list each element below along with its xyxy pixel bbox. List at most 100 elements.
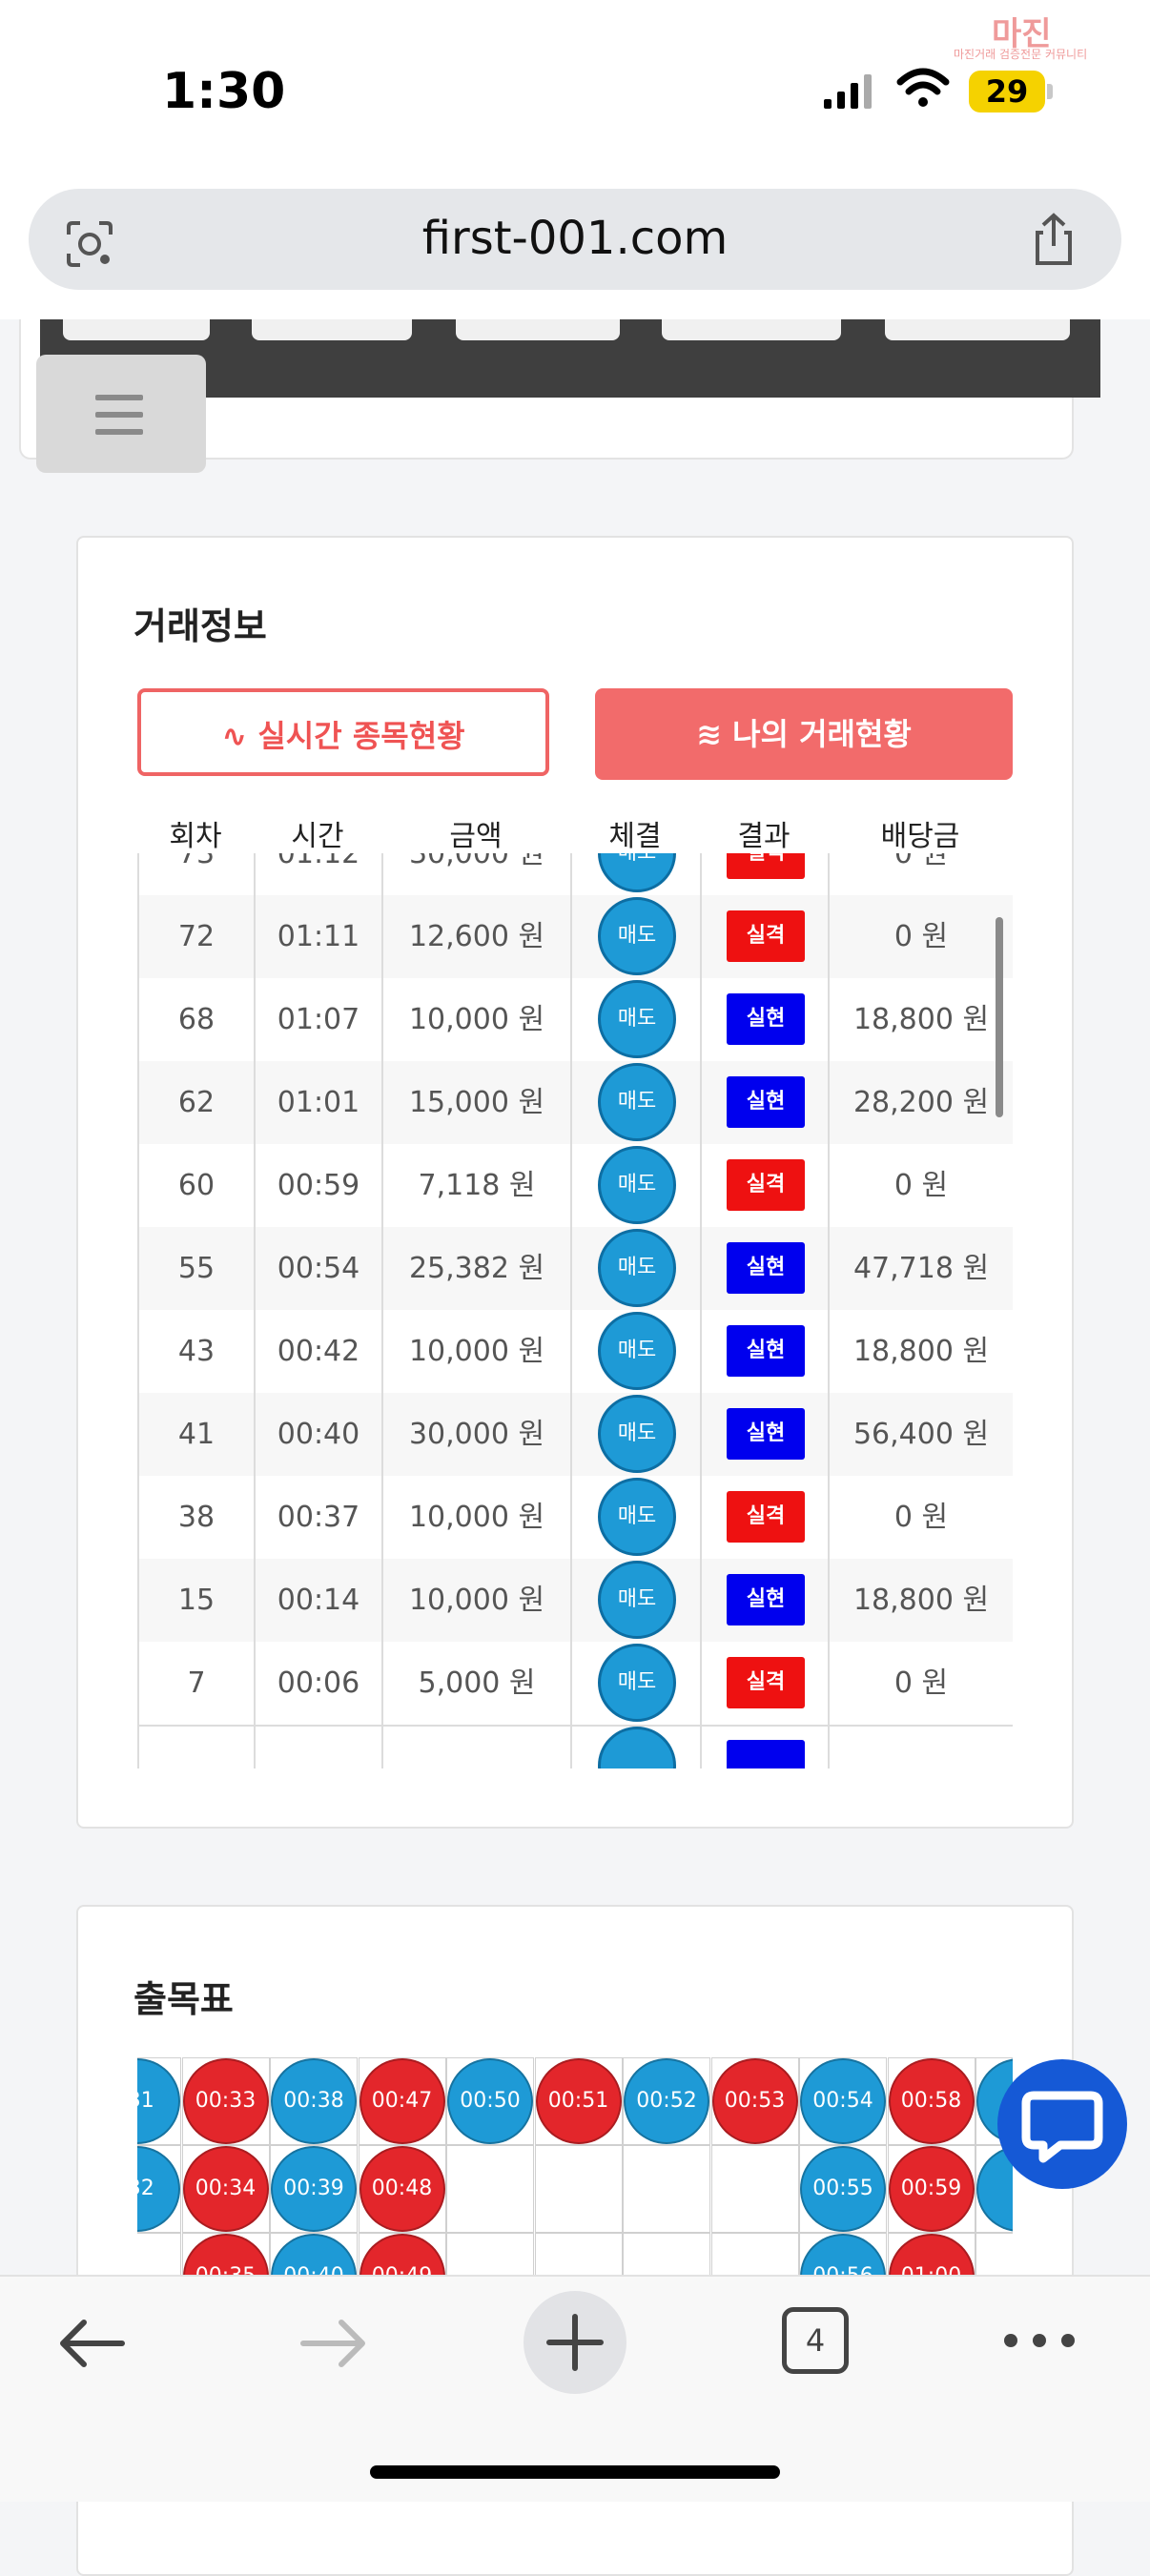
battery-indicator: 29 — [969, 71, 1045, 112]
banner-tab-2[interactable] — [252, 319, 412, 340]
result-cell — [700, 1725, 828, 1768]
new-tab-icon[interactable] — [523, 2290, 627, 2395]
payout-cell: 28,200 원 — [828, 1061, 1013, 1144]
chat-button[interactable] — [997, 2059, 1127, 2189]
banner-tab-1[interactable] — [63, 319, 210, 340]
result-badge: 실현 — [727, 1242, 805, 1294]
time-cell: 00:06 — [254, 1642, 381, 1725]
red-bead: 00:53 — [711, 2058, 798, 2144]
trade-cell: 매도 — [570, 1144, 700, 1227]
banner-tab-3[interactable] — [456, 319, 620, 340]
blue-bead: 00:52 — [624, 2058, 709, 2144]
table-row: 55 00:54 25,382 원 매도 실현 47,718 원 — [137, 1227, 1013, 1312]
time-cell: 01:12 — [254, 853, 381, 895]
forward-arrow-icon[interactable] — [298, 2315, 370, 2372]
result-badge: 실격 — [727, 1491, 805, 1543]
grid-cell — [623, 2233, 710, 2277]
payout-cell: 0 원 — [828, 1642, 1013, 1725]
col-header-payout: 배당금 — [880, 820, 960, 853]
amount-cell: 10,000 원 — [381, 1310, 570, 1393]
realtime-status-tab[interactable]: ∿ 실시간 종목현황 — [137, 688, 549, 776]
sell-badge: 매도 — [598, 1561, 676, 1639]
amount-cell: 30,000 원 — [381, 853, 570, 895]
result-cell: 실격 — [700, 853, 828, 895]
banner-tab-4[interactable] — [662, 319, 841, 340]
payout-cell — [828, 1725, 1013, 1768]
table-row: 62 01:01 15,000 원 매도 실현 28,200 원 — [137, 1061, 1013, 1146]
table-row: 7 00:06 5,000 원 매도 실격 0 원 — [137, 1642, 1013, 1727]
sell-badge — [598, 1727, 676, 1768]
amount-cell: 5,000 원 — [381, 1642, 570, 1725]
sell-badge: 매도 — [598, 1644, 676, 1722]
time-cell: 00:40 — [254, 1393, 381, 1476]
waves-icon: ≋ — [696, 716, 722, 752]
trade-cell: 매도 — [570, 1559, 700, 1642]
bead-grid[interactable]: :31:3200:3300:3400:3500:3800:3900:4000:4… — [137, 2057, 1013, 2277]
sell-badge: 매도 — [598, 980, 676, 1058]
home-indicator — [370, 2465, 780, 2479]
table-row: 15 00:14 10,000 원 매도 실현 18,800 원 — [137, 1559, 1013, 1644]
blue-bead: 00:50 — [447, 2058, 533, 2144]
table-row: 68 01:07 10,000 원 매도 실현 18,800 원 — [137, 978, 1013, 1063]
result-badge: 실현 — [727, 1574, 805, 1625]
time-cell: 00:42 — [254, 1310, 381, 1393]
watermark-logo: 마진 — [992, 15, 1052, 53]
back-arrow-icon[interactable] — [55, 2315, 128, 2372]
result-cell: 실현 — [700, 1310, 828, 1393]
status-time: 1:30 — [162, 63, 286, 120]
red-bead: 00:58 — [888, 2058, 975, 2144]
trade-cell: 매도 — [570, 978, 700, 1061]
cell-signal-icon — [824, 74, 872, 109]
result-cell: 실현 — [700, 1227, 828, 1310]
time-cell: 01:11 — [254, 895, 381, 978]
result-cell: 실현 — [700, 1393, 828, 1476]
battery-tip — [1047, 84, 1053, 99]
realtime-status-label: 실시간 종목현황 — [257, 718, 465, 754]
grid-cell — [534, 2233, 623, 2277]
col-header-time: 시간 — [291, 820, 344, 853]
banner-tab-5[interactable] — [885, 319, 1070, 340]
table-scrollbar[interactable] — [996, 917, 1003, 1117]
result-cell: 실현 — [700, 978, 828, 1061]
col-header-amount: 금액 — [449, 820, 503, 853]
result-cell: 실격 — [700, 895, 828, 978]
amount-cell: 10,000 원 — [381, 1559, 570, 1642]
round-cell: 7 — [137, 1642, 254, 1725]
blue-bead: 00:54 — [800, 2058, 886, 2144]
trade-cell: 매도 — [570, 895, 700, 978]
red-bead: 00:48 — [359, 2146, 445, 2232]
hamburger-icon — [95, 395, 143, 446]
red-bead: 00:47 — [359, 2058, 445, 2144]
time-cell — [254, 1725, 381, 1768]
sell-badge: 매도 — [598, 1312, 676, 1390]
my-trades-tab[interactable]: ≋ 나의 거래현황 — [595, 688, 1013, 780]
result-badge: 실격 — [727, 910, 805, 962]
time-cell: 01:07 — [254, 978, 381, 1061]
camera-lens-icon[interactable] — [61, 215, 118, 273]
result-badge: 실격 — [727, 853, 805, 879]
amount-cell: 12,600 원 — [381, 895, 570, 978]
address-bar[interactable] — [29, 189, 1121, 290]
grid-cell — [623, 2145, 710, 2233]
amount-cell: 15,000 원 — [381, 1061, 570, 1144]
blue-bead: 00:38 — [271, 2058, 357, 2144]
sell-badge: 매도 — [598, 897, 676, 975]
round-cell: 62 — [137, 1061, 254, 1144]
payout-cell: 0 원 — [828, 1476, 1013, 1559]
more-icon[interactable] — [1001, 2328, 1078, 2353]
round-cell: 55 — [137, 1227, 254, 1310]
round-cell: 43 — [137, 1310, 254, 1393]
url-text[interactable]: first-001.com — [421, 212, 729, 265]
round-cell: 68 — [137, 978, 254, 1061]
red-bead: 00:51 — [535, 2058, 622, 2144]
wifi-icon — [896, 68, 950, 107]
payout-cell: 18,800 원 — [828, 1559, 1013, 1642]
share-icon[interactable] — [1030, 212, 1078, 269]
trade-cell: 매도 — [570, 1227, 700, 1310]
grid-cell — [446, 2145, 534, 2233]
status-bar — [0, 0, 1150, 162]
my-trades-label: 나의 거래현황 — [732, 716, 912, 752]
tabs-button[interactable]: 4 — [782, 2307, 849, 2374]
